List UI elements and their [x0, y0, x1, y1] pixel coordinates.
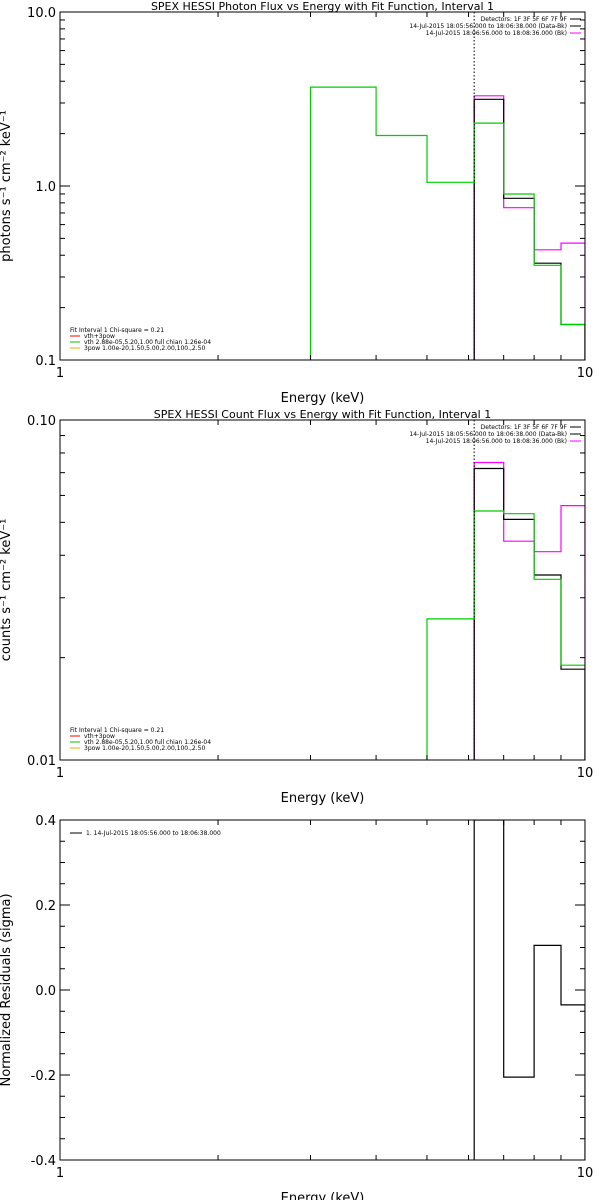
x-axis-label: Energy (keV)	[281, 391, 365, 406]
legend-item: vth+3pow	[84, 733, 115, 740]
y-tick-label: 0.0	[35, 984, 56, 999]
header-line-1: Detectors: 1F 3F 5F 6F 7F 9F	[481, 424, 568, 431]
header-line-3: 14-Jul-2015 18:06:56.000 to 18:08:36.000…	[426, 30, 567, 37]
y-axis-label: counts s⁻¹ cm⁻² keV⁻¹	[0, 519, 14, 662]
y-tick-label: 0.01	[27, 754, 56, 769]
legend-item: 3pow 1.00e-20,1.50,5.00,2.00,100.,2.50	[84, 345, 205, 352]
header-line-1: Detectors: 1F 3F 5F 6F 7F 9F	[481, 16, 568, 23]
series-2-line	[473, 467, 585, 760]
y-axis-label: photons s⁻¹ cm⁻² keV⁻¹	[0, 110, 14, 262]
legend-item: vth+3pow	[84, 333, 115, 340]
chart-panel-2: 1 10 0.01 0.10 SPEX HESSI Count Flux vs Ener…	[0, 408, 593, 806]
y-tick-label: -0.4	[31, 1154, 56, 1169]
header-line-2: 14-Jul-2015 18:05:56.000 to 18:06:38.000…	[409, 23, 567, 30]
x-tick-label: 10	[577, 766, 594, 781]
chart-panel-3: 1 10 0.4 0.2 0.0 -0.2 -0.4 Energy (keV) Normaliz…	[0, 814, 594, 1204]
y-tick-label: 0.2	[35, 899, 56, 914]
series-group	[309, 86, 585, 360]
series-1-line	[473, 461, 585, 760]
x-tick-label: 1	[56, 1166, 64, 1181]
series-2-line	[473, 98, 585, 360]
series-3-line	[426, 510, 585, 760]
chart-panel-1: 1 10 0.1 1.0 10.0 SPEX HESSI Photon Flux vs E…	[0, 0, 593, 406]
plot-frame	[59, 819, 586, 1161]
plot-frame	[59, 11, 586, 361]
legend-item: vth 2.88e-05,5.20,1.00 full chian 1.26e-…	[84, 339, 211, 346]
y-tick-label: 10.0	[27, 6, 56, 21]
header-line-2: 14-Jul-2015 18:05:56.000 to 18:06:38.000…	[409, 431, 567, 438]
legend-item: 1. 14-Jul-2015 18:05:56.000 to 18:06:38.…	[86, 830, 221, 837]
x-axis-label: Energy (keV)	[281, 791, 365, 806]
legend-title: Fit Interval 1 Chi-square = 0.21	[70, 327, 164, 334]
x-tick-label: 1	[56, 366, 64, 381]
series-3-line	[309, 86, 585, 360]
series-group	[426, 461, 585, 760]
y-tick-label: 1.0	[35, 180, 56, 195]
y-tick-label: -0.2	[31, 1069, 56, 1084]
x-tick-label: 10	[577, 366, 594, 381]
y-tick-label: 0.1	[35, 354, 56, 369]
x-tick-label: 10	[577, 1166, 594, 1181]
legend-title: Fit Interval 1 Chi-square = 0.21	[70, 727, 164, 734]
chart-title: SPEX HESSI Count Flux vs Energy with Fit…	[154, 408, 491, 421]
y-axis-label: Normalized Residuals (sigma)	[0, 893, 14, 1086]
plot-frame	[59, 419, 586, 761]
legend-item: 3pow 1.00e-20,1.50,5.00,2.00,100.,2.50	[84, 745, 205, 752]
series-group	[473, 820, 585, 1160]
chart-title: SPEX HESSI Photon Flux vs Energy with Fi…	[151, 0, 494, 13]
x-tick-label: 1	[56, 766, 64, 781]
y-tick-label: 0.10	[27, 414, 56, 429]
y-tick-label: 0.4	[35, 814, 56, 829]
x-axis-label: Energy (keV)	[281, 1191, 365, 1200]
series-1-line	[473, 820, 585, 1160]
header-line-3: 14-Jul-2015 18:06:56.000 to 18:08:36.000…	[426, 438, 567, 445]
legend-item: vth 2.88e-05,5.20,1.00 full chian 1.26e-…	[84, 739, 211, 746]
